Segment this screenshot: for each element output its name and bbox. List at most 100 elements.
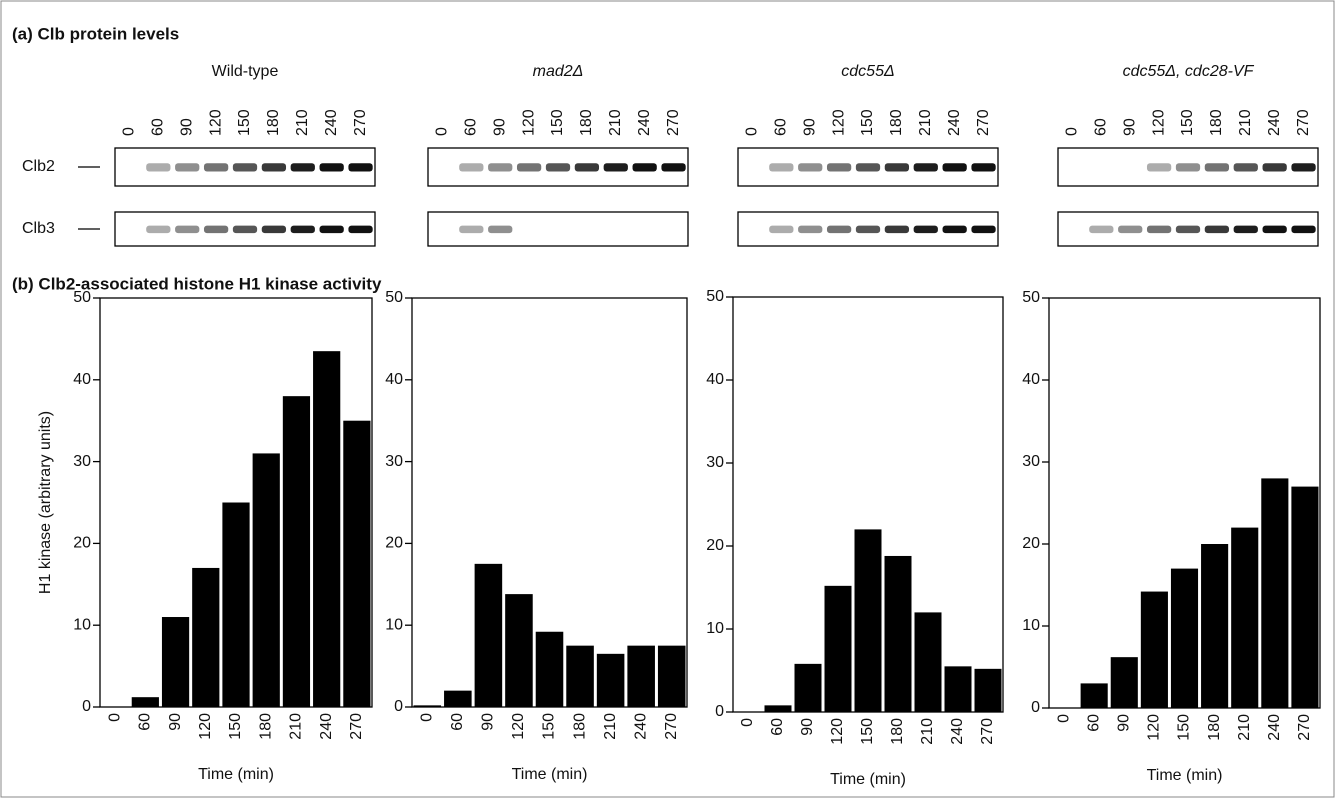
x-tick-label: 90	[480, 713, 497, 731]
lane-label: 180	[265, 109, 282, 136]
blot-band	[233, 163, 257, 171]
lane-label: 270	[665, 109, 682, 136]
blot-band	[633, 163, 657, 171]
lane-label: 210	[917, 109, 934, 136]
x-tick-label: 60	[137, 713, 154, 731]
x-tick-label: 240	[949, 718, 966, 745]
bar	[1081, 683, 1108, 708]
lane-label: 150	[1179, 109, 1196, 136]
y-tick-label: 30	[73, 453, 91, 470]
bar	[945, 666, 972, 712]
x-tick-label: 90	[1115, 714, 1132, 732]
x-tick-label: 240	[1266, 714, 1283, 741]
bar	[1111, 657, 1138, 708]
blot-band	[1234, 163, 1258, 171]
x-tick-label: 150	[859, 718, 876, 745]
y-tick-label: 40	[73, 371, 91, 388]
y-tick-label: 40	[706, 371, 724, 388]
bar	[885, 556, 912, 712]
bar	[1201, 544, 1228, 708]
panel-a-title: (a) Clb protein levels	[12, 24, 179, 43]
blot-band	[233, 226, 257, 233]
x-tick-label: 210	[288, 713, 305, 740]
bar	[222, 503, 249, 708]
blot-band	[175, 226, 199, 233]
blot-band	[146, 163, 170, 171]
bar	[536, 632, 564, 707]
blot-band	[1118, 226, 1142, 233]
blot-band	[146, 226, 170, 233]
blot-band	[1089, 226, 1113, 233]
x-tick-label: 270	[1296, 714, 1313, 741]
y-tick-label: 10	[1022, 617, 1040, 634]
blot-band	[517, 163, 541, 171]
blot-band	[1176, 163, 1200, 171]
blot-band	[1234, 226, 1258, 233]
blot-band	[262, 226, 286, 233]
y-tick-label: 20	[73, 535, 91, 552]
bar	[444, 691, 472, 707]
x-axis-label: Time (min)	[1147, 767, 1223, 784]
lane-label: 0	[121, 127, 138, 136]
band-label: Clb3	[22, 220, 55, 237]
x-tick-label: 180	[571, 713, 588, 740]
genotype-label: Wild-type	[212, 63, 279, 80]
bar	[795, 664, 822, 712]
y-tick-label: 10	[73, 616, 91, 633]
blot-band	[885, 226, 909, 233]
x-tick-label: 270	[663, 713, 680, 740]
y-tick-label: 20	[1022, 535, 1040, 552]
bar	[975, 669, 1002, 712]
blot-band	[971, 226, 995, 233]
x-tick-label: 90	[799, 718, 816, 736]
lane-label: 150	[236, 109, 253, 136]
y-tick-label: 40	[385, 371, 403, 388]
blot-band	[885, 163, 909, 171]
bar	[283, 396, 310, 707]
genotype-label: mad2Δ	[533, 63, 584, 80]
genotype-label: cdc55Δ, cdc28-VF	[1123, 63, 1255, 80]
y-tick-label: 0	[82, 698, 91, 715]
bar	[343, 421, 370, 707]
blot-band	[1263, 163, 1287, 171]
blot-band	[914, 163, 938, 171]
bar	[475, 564, 503, 707]
lane-label: 240	[1266, 109, 1283, 136]
y-tick-label: 50	[385, 289, 403, 306]
blot-band	[262, 163, 286, 171]
y-axis-label: H1 kinase (arbitrary units)	[37, 411, 54, 594]
y-tick-label: 10	[706, 620, 724, 637]
blot-band	[856, 163, 880, 171]
x-tick-label: 180	[257, 713, 274, 740]
x-tick-label: 120	[510, 713, 527, 740]
band-label: Clb2	[22, 158, 55, 175]
lane-label: 90	[801, 118, 818, 136]
x-tick-label: 210	[602, 713, 619, 740]
blot-band	[320, 226, 344, 233]
x-axis-label: Time (min)	[830, 771, 906, 788]
x-tick-label: 270	[348, 713, 365, 740]
blot-band	[661, 163, 685, 171]
bar	[658, 646, 686, 707]
x-axis-label: Time (min)	[198, 766, 274, 783]
lane-label: 0	[744, 127, 761, 136]
lane-label: 90	[491, 118, 508, 136]
lane-label: 180	[1208, 109, 1225, 136]
x-tick-label: 120	[829, 718, 846, 745]
lane-label: 120	[1150, 109, 1167, 136]
blot-band	[291, 226, 315, 233]
x-tick-label: 60	[769, 718, 786, 736]
bar	[313, 351, 340, 707]
lane-label: 0	[434, 127, 451, 136]
bar	[1171, 569, 1198, 708]
x-tick-label: 180	[889, 718, 906, 745]
y-tick-label: 30	[1022, 453, 1040, 470]
lane-label: 120	[520, 109, 537, 136]
lane-label: 270	[352, 109, 369, 136]
bar	[566, 646, 594, 707]
lane-label: 240	[946, 109, 963, 136]
lane-label: 60	[1093, 118, 1110, 136]
bar	[1291, 487, 1318, 708]
bar	[505, 594, 533, 707]
blot-band	[943, 226, 967, 233]
